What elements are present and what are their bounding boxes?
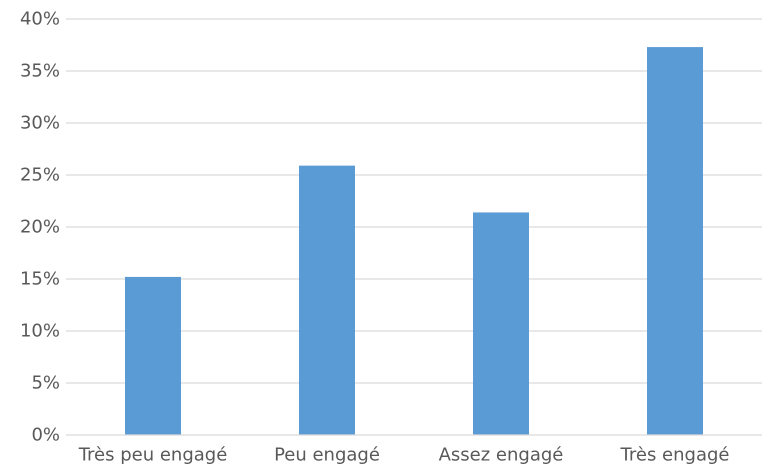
bar [299, 165, 355, 435]
x-category-label: Peu engagé [274, 445, 380, 466]
y-tick-label: 20% [20, 217, 60, 238]
gridlines [66, 18, 762, 384]
x-category-label: Très peu engagé [78, 445, 228, 466]
x-category-label: Très engagé [620, 445, 730, 466]
y-tick-label: 0% [31, 425, 60, 446]
y-tick-label: 10% [20, 321, 60, 342]
bar [473, 212, 529, 435]
y-tick-label: 15% [20, 269, 60, 290]
y-tick-label: 25% [20, 165, 60, 186]
y-tick-label: 30% [20, 113, 60, 134]
y-axis-tick-labels: 0% 5% 10% 15% 20% 25% 30% 35% 40% [20, 9, 60, 446]
x-axis-category-labels: Très peu engagé Peu engagé Assez engagé Trè… [78, 445, 730, 466]
bar [647, 47, 703, 435]
y-tick-label: 5% [31, 373, 60, 394]
y-tick-label: 40% [20, 9, 60, 30]
x-category-label: Assez engagé [439, 445, 564, 466]
bars [125, 47, 703, 435]
y-tick-label: 35% [20, 61, 60, 82]
bar [125, 276, 181, 435]
